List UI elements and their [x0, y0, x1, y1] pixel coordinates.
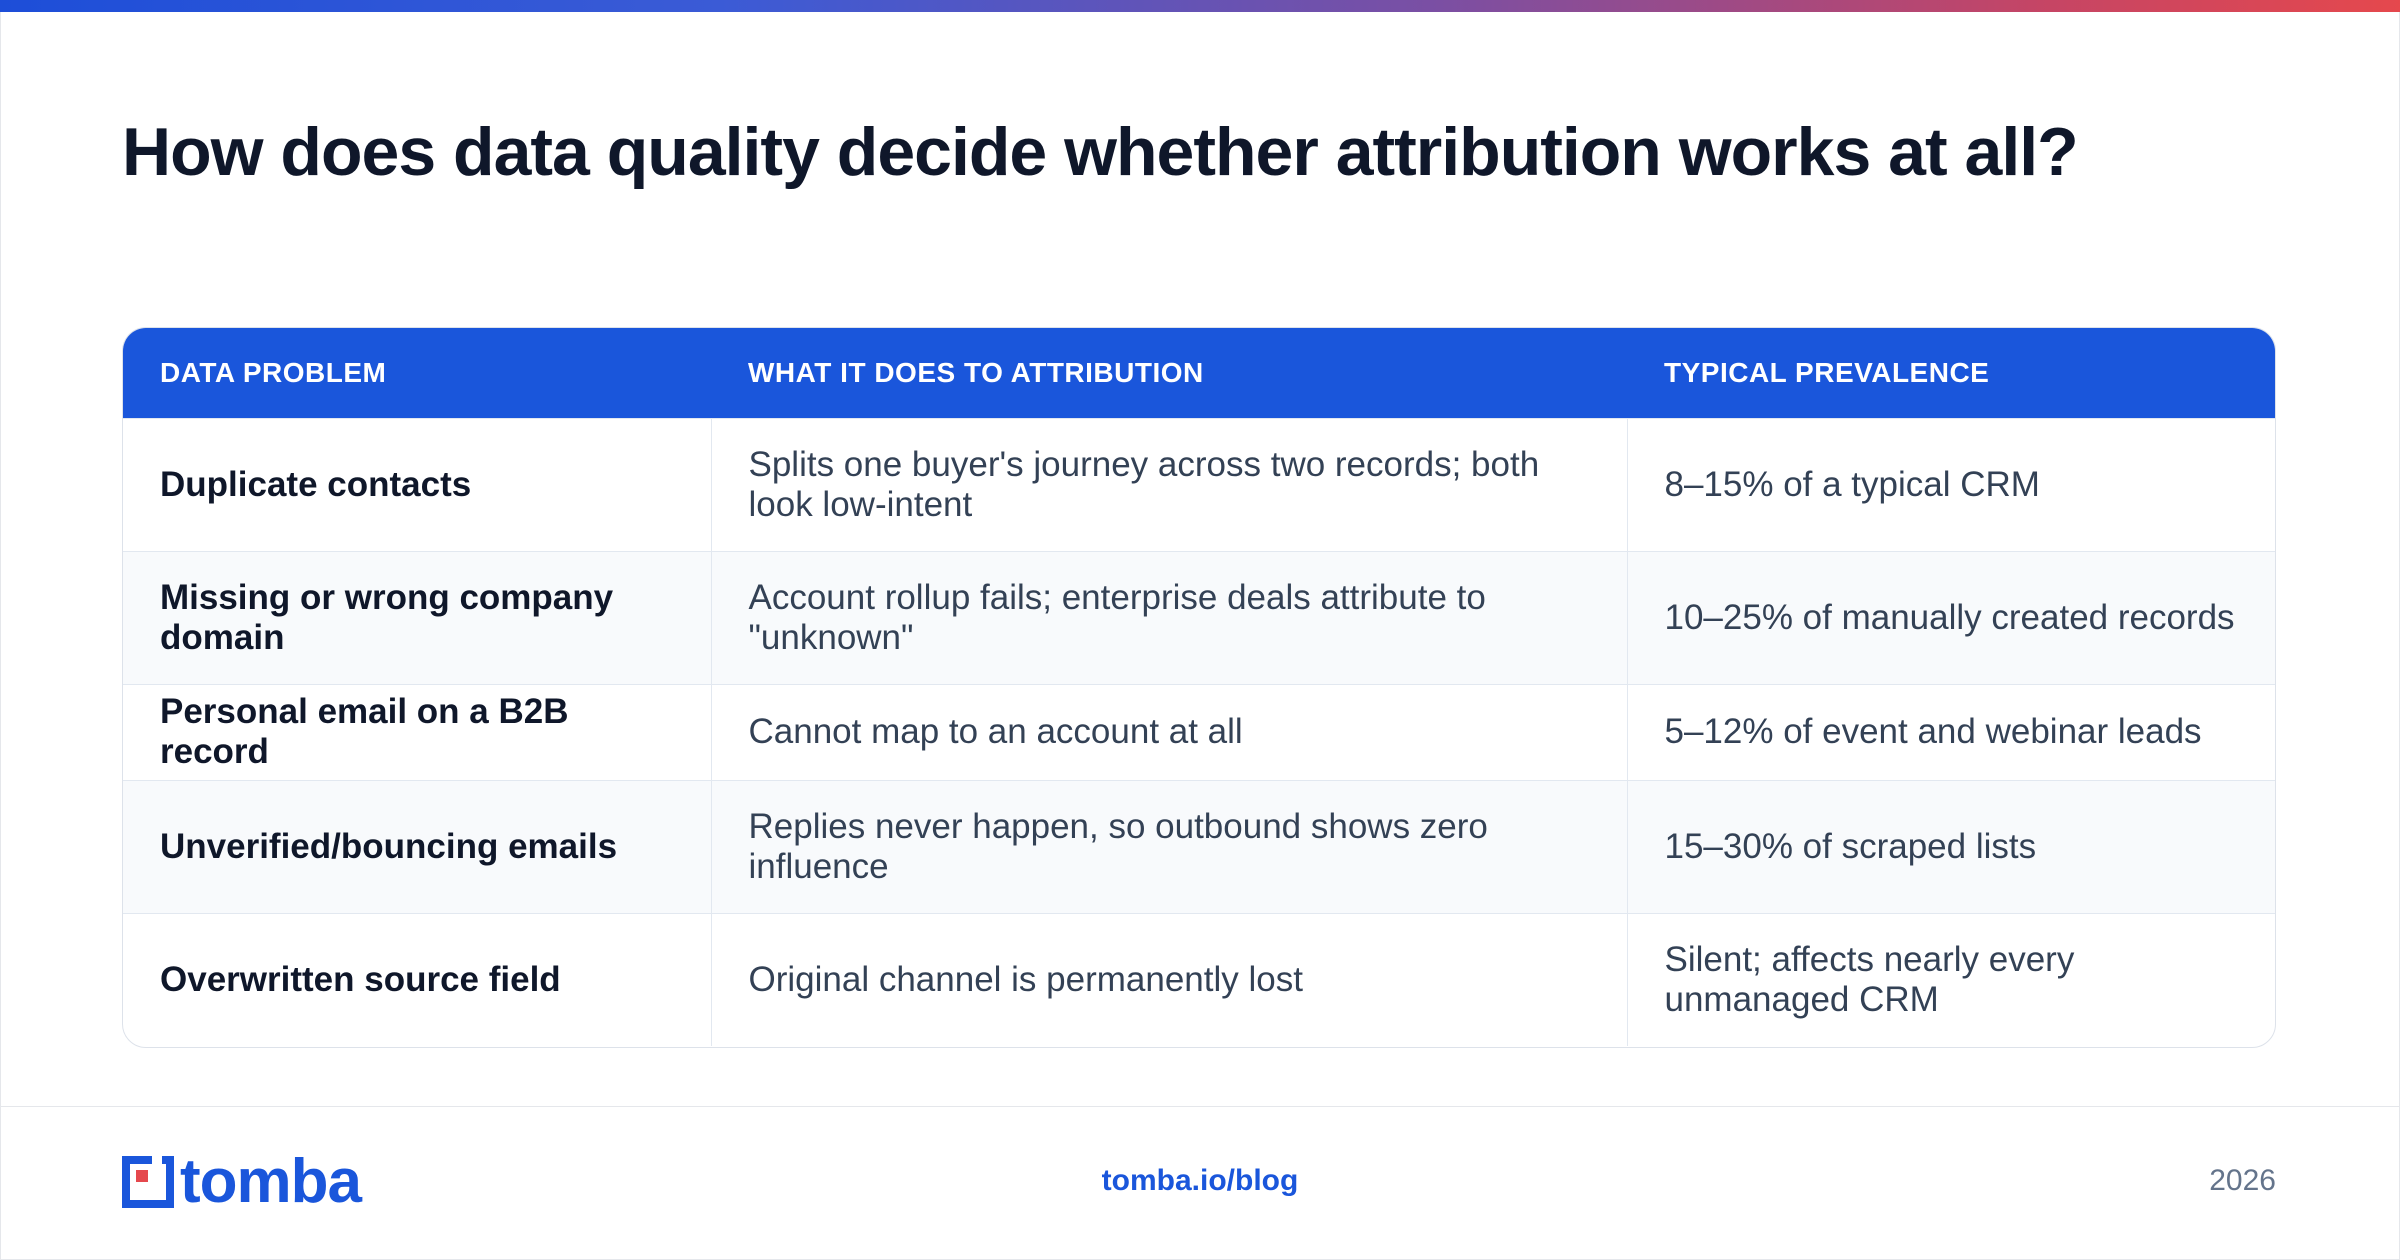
footer-year: 2026: [2209, 1164, 2276, 1197]
header-typical-prevalence: TYPICAL PREVALENCE: [1627, 328, 2275, 418]
cell-prevalence: 8–15% of a typical CRM: [1626, 417, 2275, 551]
table-row: Overwritten source field Original channe…: [123, 912, 2275, 1046]
table-row: Missing or wrong company domain Account …: [123, 550, 2275, 684]
cell-prevalence: 15–30% of scraped lists: [1626, 779, 2275, 913]
cell-effect: Original channel is permanently lost: [710, 912, 1627, 1046]
page-title: How does data quality decide whether att…: [122, 114, 2079, 190]
cell-effect: Account rollup fails; enterprise deals a…: [710, 550, 1627, 684]
cell-effect: Replies never happen, so outbound shows …: [710, 779, 1627, 913]
table-row: Unverified/bouncing emails Replies never…: [123, 779, 2275, 913]
cell-problem: Overwritten source field: [123, 912, 711, 1046]
footer-divider: [0, 1106, 2400, 1107]
cell-prevalence: Silent; affects nearly every unmanaged C…: [1626, 912, 2275, 1046]
tomba-logo-mark-icon: [122, 1156, 174, 1208]
cell-prevalence: 5–12% of event and webinar leads: [1626, 683, 2275, 780]
cell-prevalence: 10–25% of manually created records: [1626, 550, 2275, 684]
cell-problem: Missing or wrong company domain: [123, 550, 711, 684]
table-row: Personal email on a B2B record Cannot ma…: [123, 683, 2275, 780]
cell-effect: Splits one buyer's journey across two re…: [710, 417, 1627, 551]
cell-effect: Cannot map to an account at all: [710, 683, 1627, 780]
tomba-logo[interactable]: tomba: [122, 1147, 362, 1216]
table-header-row: DATA PROBLEM WHAT IT DOES TO ATTRIBUTION…: [123, 328, 2275, 418]
cell-problem: Unverified/bouncing emails: [123, 779, 711, 913]
header-attribution-effect: WHAT IT DOES TO ATTRIBUTION: [711, 328, 1627, 418]
logo-wordmark: tomba: [180, 1147, 362, 1216]
data-quality-table: DATA PROBLEM WHAT IT DOES TO ATTRIBUTION…: [122, 327, 2276, 1048]
header-data-problem: DATA PROBLEM: [123, 328, 711, 418]
cell-problem: Personal email on a B2B record: [123, 683, 711, 780]
gradient-top-bar: [0, 0, 2400, 12]
blog-url-link[interactable]: tomba.io/blog: [1101, 1164, 1299, 1197]
table-row: Duplicate contacts Splits one buyer's jo…: [123, 417, 2275, 551]
cell-problem: Duplicate contacts: [123, 417, 711, 551]
